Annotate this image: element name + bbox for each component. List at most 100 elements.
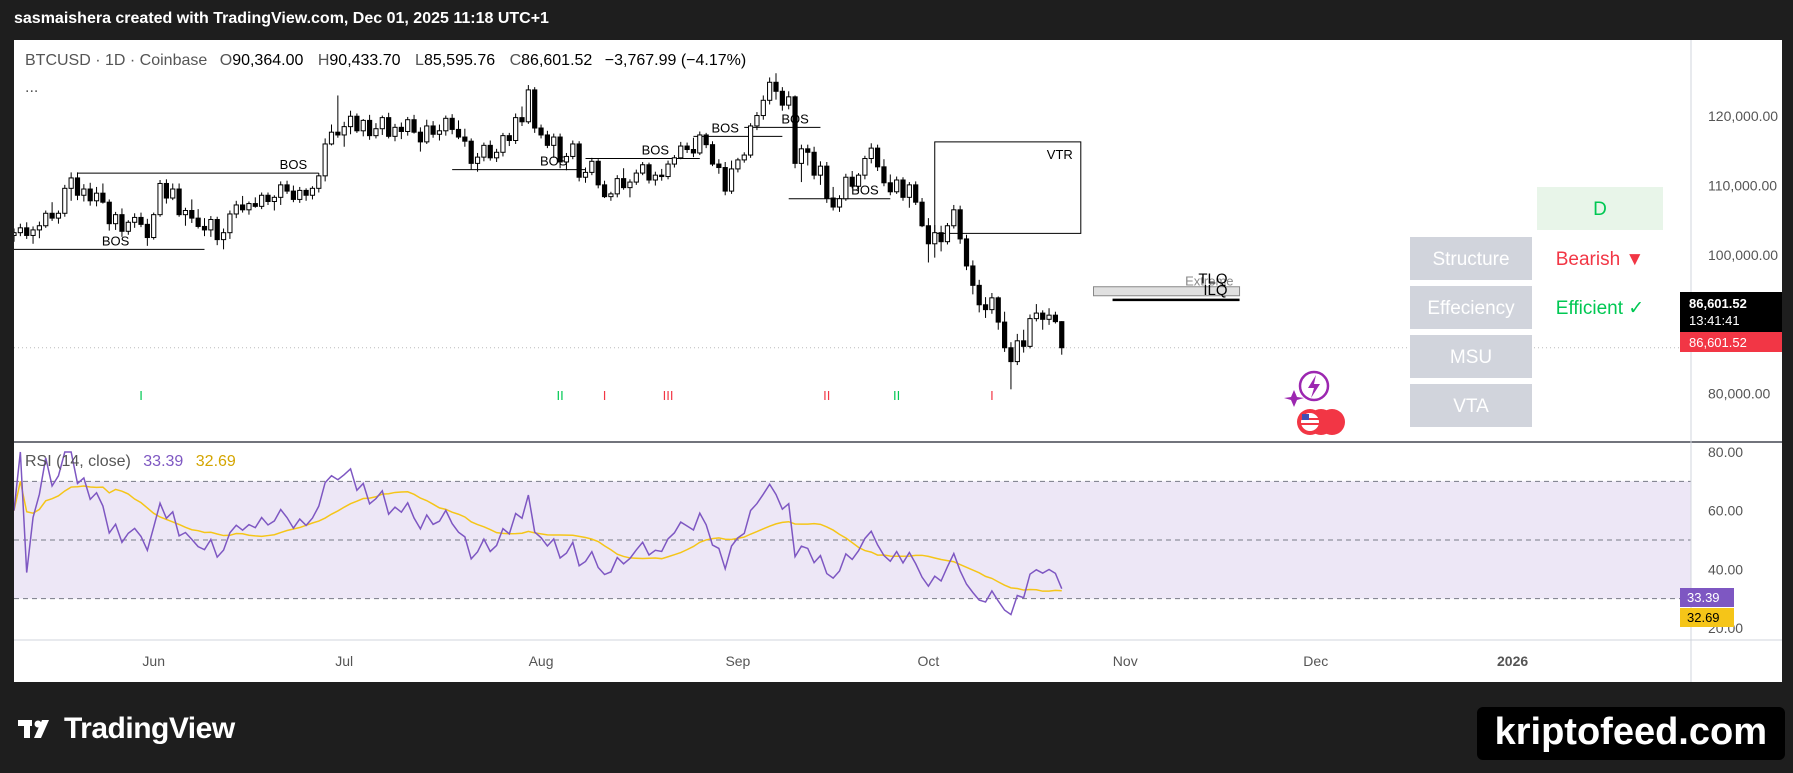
rsi-tick-label: 80.00 — [1708, 444, 1743, 460]
candle-body — [449, 117, 455, 130]
signal-marker: I — [990, 388, 994, 403]
candle-body — [424, 125, 430, 143]
candle-body — [335, 131, 341, 136]
candle-body — [354, 115, 360, 132]
legend-more-button[interactable]: ... — [25, 79, 38, 96]
candle-body — [875, 147, 881, 168]
candle-body — [14, 232, 17, 236]
candle-body — [887, 182, 893, 193]
candle-body — [341, 126, 347, 136]
candle-body — [976, 284, 982, 306]
candle-body — [798, 148, 804, 164]
candle-body — [1052, 314, 1059, 323]
candle-body — [379, 117, 385, 130]
candle-body — [506, 135, 512, 142]
candle-body — [919, 201, 925, 227]
extreme-label: Extreme — [1185, 274, 1233, 289]
candle-body — [703, 134, 709, 146]
candle-body — [30, 229, 36, 236]
candle-body — [1059, 321, 1065, 349]
price-tick-label: 100,000.00 — [1708, 247, 1778, 263]
rsi-legend: RSI (14, close) 33.39 32.69 — [25, 453, 236, 470]
candle-body — [68, 177, 74, 189]
candle-body — [100, 192, 106, 203]
close-price-label: 86,601.52 — [1689, 335, 1747, 350]
candle-body — [640, 164, 646, 174]
msu-cell — [1410, 335, 1532, 378]
candle-body — [824, 165, 830, 199]
chart-frame[interactable]: BOSBOSBOSBOSBOSBOSBOSVTRExtremeTLQILQIII… — [14, 40, 1782, 682]
candle-body — [81, 188, 87, 196]
rsi-legend-ma-value: 32.69 — [196, 453, 236, 470]
candle-body — [411, 119, 417, 133]
candle-body — [544, 134, 550, 146]
signal-marker: II — [556, 388, 563, 403]
candle-body — [1046, 314, 1052, 320]
chart-svg[interactable]: BOSBOSBOSBOSBOSBOSBOSVTRExtremeTLQILQIII… — [14, 40, 1782, 682]
rsi-legend-value: 33.39 — [143, 453, 183, 470]
countdown-label: 13:41:41 — [1689, 313, 1740, 328]
bos-label: BOS — [711, 120, 739, 135]
candle-body — [119, 214, 125, 232]
candle-body — [773, 81, 779, 92]
bos-label: BOS — [642, 143, 670, 158]
candle-body — [195, 217, 201, 227]
legend-symbol: BTCUSD · 1D · Coinbase — [25, 52, 207, 69]
time-tick-label: Nov — [1113, 653, 1138, 669]
time-tick-label: Aug — [529, 653, 554, 669]
rsi-ma-badge — [1680, 608, 1734, 627]
us-flag-event-icon[interactable] — [1297, 409, 1345, 435]
tradingview-logo[interactable]: TradingView — [18, 712, 235, 746]
candle-body — [652, 174, 658, 181]
candle-body — [1021, 340, 1027, 347]
rsi-ma-badge-label: 32.69 — [1687, 610, 1720, 625]
candle-body — [233, 204, 239, 215]
candle-body — [646, 164, 652, 181]
time-tick-label: Sep — [725, 653, 750, 669]
candle-body — [309, 187, 316, 196]
candle-body — [894, 179, 900, 193]
rsi-value-badge-label: 33.39 — [1687, 590, 1720, 605]
candle-body — [786, 96, 792, 106]
candle-body — [17, 227, 23, 234]
candle-body — [1002, 321, 1008, 349]
candle-body — [989, 297, 995, 311]
candle-body — [906, 184, 912, 198]
candle-body — [182, 210, 189, 216]
efficiency-label: Effeciency — [1427, 298, 1515, 319]
signal-marker: II — [823, 388, 830, 403]
timeframe-cell-label: D — [1593, 199, 1607, 220]
extreme-zone — [1093, 286, 1241, 297]
candle-body — [278, 184, 284, 198]
candles — [14, 73, 1065, 390]
candle-body — [125, 221, 131, 232]
candle-body — [684, 145, 690, 151]
bos-label: BOS — [102, 233, 130, 248]
candle-body — [563, 155, 570, 163]
legend-h-value: 90,433.70 — [329, 52, 400, 69]
legend-c-value: 86,601.52 — [521, 52, 592, 69]
candle-body — [519, 117, 525, 123]
candle-body — [741, 154, 747, 161]
axes: 120,000.00 110,000.00 100,000.00 80,000.00 8… — [142, 108, 1778, 669]
candle-body — [900, 179, 906, 198]
candle-body — [290, 190, 296, 200]
candle-body — [36, 225, 42, 231]
candle-body — [970, 265, 976, 286]
candle-body — [513, 117, 519, 141]
candle-body — [487, 144, 493, 159]
candle-body — [138, 216, 144, 225]
candle-body — [189, 210, 195, 219]
candle-body — [436, 130, 443, 135]
candle-body — [455, 128, 462, 138]
candle-body — [925, 225, 931, 245]
rsi-lines — [14, 451, 1063, 616]
lightning-event-icon[interactable] — [1284, 370, 1330, 407]
timeframe-cell — [1537, 187, 1663, 230]
time-tick-label: Dec — [1303, 653, 1328, 669]
close-price-badge — [1680, 332, 1782, 352]
time-tick-label: Oct — [918, 653, 940, 669]
candle-body — [576, 143, 582, 178]
candle-body — [62, 187, 68, 214]
candle-body — [55, 212, 62, 219]
